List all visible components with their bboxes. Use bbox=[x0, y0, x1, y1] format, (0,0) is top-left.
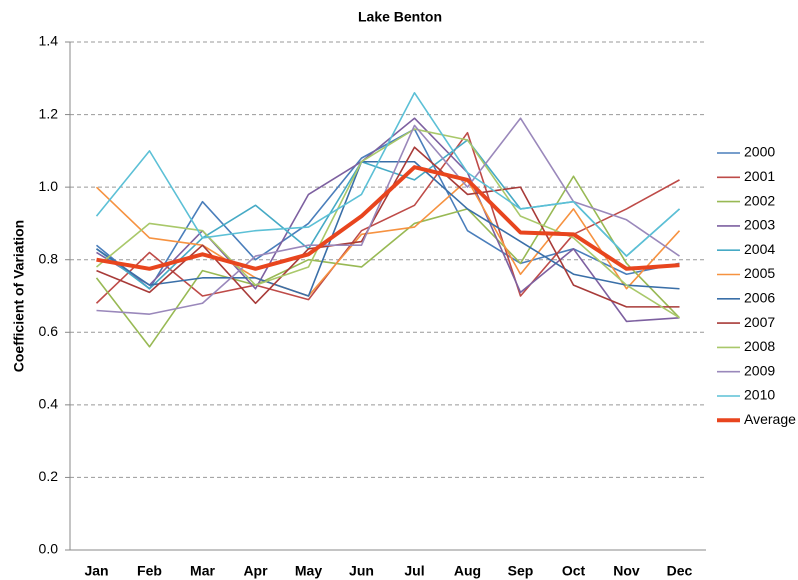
y-tick-label: 0.8 bbox=[39, 250, 59, 266]
chart-title: Lake Benton bbox=[358, 9, 442, 25]
legend-label: 2003 bbox=[744, 217, 775, 233]
legend-label: 2004 bbox=[744, 241, 775, 257]
legend-label: Average bbox=[744, 411, 796, 427]
x-tick-label: Apr bbox=[243, 563, 268, 579]
series-line bbox=[95, 179, 681, 297]
series-line bbox=[96, 117, 680, 315]
y-tick-label: 0.0 bbox=[39, 541, 59, 557]
y-tick-label: 0.6 bbox=[39, 323, 59, 339]
x-tick-label: May bbox=[295, 563, 322, 579]
x-tick-label: Mar bbox=[190, 563, 215, 579]
series-line bbox=[96, 117, 680, 323]
legend-label: 2010 bbox=[744, 387, 775, 403]
legend-label: 2005 bbox=[744, 265, 775, 281]
x-tick-label: Sep bbox=[508, 563, 534, 579]
x-tick-label: Jun bbox=[349, 563, 374, 579]
legend-label: 2002 bbox=[744, 192, 775, 208]
x-tick-label: Dec bbox=[667, 563, 693, 579]
y-tick-label: 0.4 bbox=[39, 396, 59, 412]
y-tick-label: 0.2 bbox=[39, 468, 59, 484]
x-tick-label: Feb bbox=[137, 563, 162, 579]
legend-label: 2008 bbox=[744, 338, 775, 354]
series-line bbox=[96, 165, 680, 271]
legend-label: 2009 bbox=[744, 362, 775, 378]
legend-label: 2006 bbox=[744, 290, 775, 306]
legend-label: 2001 bbox=[744, 168, 775, 184]
y-axis-label: Coefficient of Variation bbox=[11, 220, 27, 372]
series-line bbox=[95, 175, 681, 348]
series-line bbox=[96, 160, 680, 297]
series-line bbox=[95, 92, 681, 257]
y-tick-label: 1.2 bbox=[39, 105, 59, 121]
x-tick-label: Aug bbox=[454, 563, 481, 579]
x-tick-label: Jul bbox=[404, 563, 424, 579]
series-line bbox=[95, 131, 680, 304]
y-tick-label: 1.4 bbox=[39, 33, 59, 49]
x-tick-label: Oct bbox=[562, 563, 586, 579]
series-line bbox=[95, 128, 680, 319]
y-tick-label: 1.0 bbox=[39, 178, 59, 194]
legend-label: 2000 bbox=[744, 144, 775, 160]
x-tick-label: Jan bbox=[84, 563, 108, 579]
legend-label: 2007 bbox=[744, 314, 775, 330]
x-tick-label: Nov bbox=[613, 563, 640, 579]
